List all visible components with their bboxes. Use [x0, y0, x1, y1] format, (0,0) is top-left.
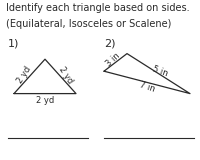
Text: 7 in: 7 in	[138, 80, 156, 94]
Text: 3 in: 3 in	[104, 51, 122, 69]
Text: 2 yd: 2 yd	[57, 65, 74, 85]
Text: 5 in: 5 in	[151, 64, 169, 78]
Text: 2 yd: 2 yd	[36, 96, 54, 105]
Text: Identify each triangle based on sides.: Identify each triangle based on sides.	[6, 3, 190, 13]
Text: 2 yd: 2 yd	[16, 65, 33, 85]
Text: 1): 1)	[8, 38, 19, 48]
Text: (Equilateral, Isosceles or Scalene): (Equilateral, Isosceles or Scalene)	[6, 19, 171, 29]
Text: 2): 2)	[104, 38, 116, 48]
